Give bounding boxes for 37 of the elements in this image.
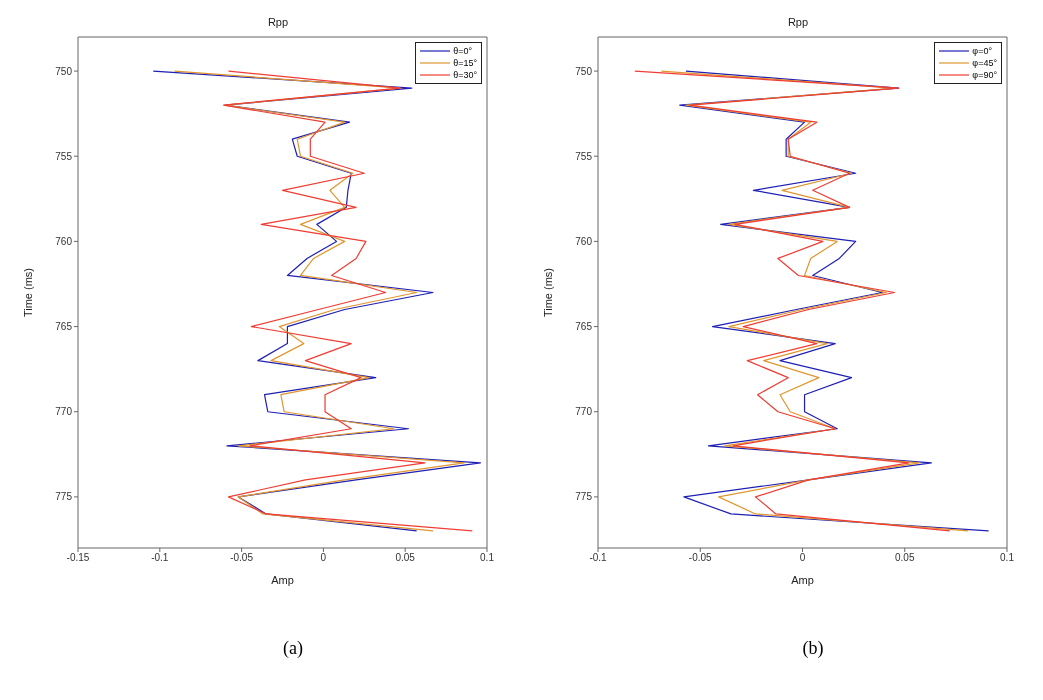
- y-tick-label: 760: [575, 235, 593, 247]
- y-tick-label: 750: [575, 65, 593, 77]
- y-tick-label: 750: [55, 65, 73, 77]
- legend-label: θ=0°: [453, 45, 472, 57]
- text: (a): [282, 638, 304, 659]
- text: (b): [801, 638, 825, 659]
- x-tick-label: 0.05: [395, 552, 416, 564]
- y-tick-label: 770: [55, 406, 73, 418]
- x-tick-label: 0.05: [895, 552, 915, 564]
- chart-title: Rpp: [266, 16, 290, 28]
- y-tick-label: 765: [575, 321, 593, 333]
- y-tick-label: 775: [55, 491, 73, 503]
- y-tick-label: 760: [55, 235, 73, 247]
- x-tick-label: 0.1: [480, 552, 495, 564]
- x-tick-label: -0.05: [230, 552, 254, 564]
- x-axis-title: Amp: [791, 574, 814, 586]
- legend-label: φ=45°: [972, 57, 997, 69]
- chart-title: Rpp: [786, 16, 810, 28]
- x-tick-label: 0: [799, 552, 806, 564]
- y-tick-label: 755: [575, 150, 593, 162]
- x-tick-label: -0.05: [688, 552, 713, 564]
- legend-label: θ=15°: [453, 57, 477, 69]
- legend-label: φ=90°: [972, 69, 997, 81]
- y-tick-label: 775: [575, 491, 593, 503]
- y-axis-title: Time (ms): [541, 267, 554, 318]
- y-axis-title: Time (ms): [21, 267, 34, 318]
- legend-label: θ=30°: [453, 69, 477, 81]
- x-axis-title: Amp: [271, 574, 294, 586]
- x-tick-label: -0.1: [589, 552, 608, 564]
- y-tick-label: 770: [575, 406, 593, 418]
- x-tick-label: -0.15: [66, 552, 90, 564]
- legend-label: φ=0°: [972, 45, 992, 57]
- y-tick-label: 755: [55, 150, 73, 162]
- y-tick-label: 765: [55, 321, 73, 333]
- x-tick-label: 0.1: [1000, 552, 1015, 564]
- x-tick-label: 0: [320, 552, 327, 564]
- x-tick-label: -0.1: [151, 552, 169, 564]
